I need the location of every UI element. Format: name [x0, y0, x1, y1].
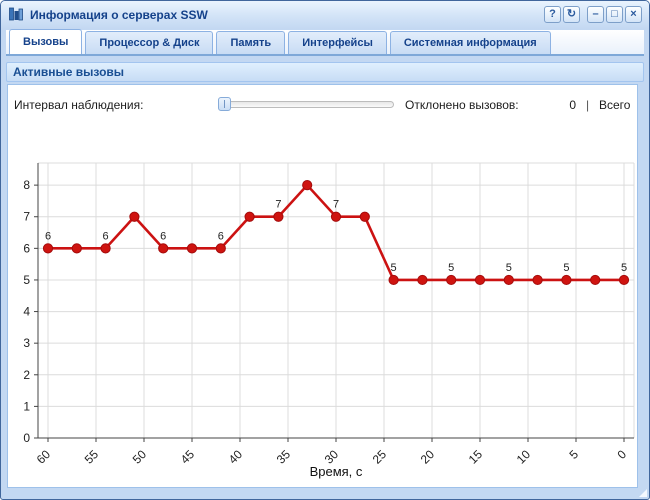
data-point	[618, 274, 630, 286]
tab-calls[interactable]: Вызовы	[9, 29, 83, 54]
data-point	[590, 274, 601, 286]
y-tick-label: 2	[23, 368, 30, 382]
y-tick-label: 5	[23, 273, 30, 287]
x-tick-label: 50	[130, 447, 150, 467]
data-point	[446, 274, 457, 286]
data-point	[561, 274, 572, 286]
y-tick-label: 4	[23, 305, 30, 319]
window-title: Информация о серверах SSW	[30, 8, 208, 22]
tab-system-info[interactable]: Системная информация	[389, 31, 551, 54]
data-point	[158, 243, 169, 254]
point-label: 7	[333, 199, 339, 211]
data-point	[244, 211, 255, 222]
point-label: 6	[45, 230, 51, 242]
data-point	[474, 274, 486, 286]
x-tick-label: 25	[370, 447, 390, 467]
y-tick-label: 0	[23, 431, 30, 445]
titlebar: Информация о серверах SSW ? ↻ – □ ×	[1, 1, 649, 29]
data-point	[532, 274, 543, 286]
rejected-calls-label: Отклонено вызовов:	[405, 98, 519, 112]
window-buttons: ? ↻ – □ ×	[544, 6, 642, 23]
content-area: Интервал наблюдения: Отклонено вызовов: …	[7, 84, 638, 488]
point-label: 5	[448, 262, 454, 274]
bar-chart-icon	[9, 7, 23, 21]
interval-slider-thumb[interactable]	[218, 97, 231, 111]
separator: |	[586, 98, 590, 112]
data-point	[100, 243, 111, 254]
panel-header: Активные вызовы	[6, 62, 644, 82]
maximize-button[interactable]: □	[606, 6, 623, 23]
x-tick-label: 40	[226, 447, 246, 467]
x-tick-label: 20	[418, 447, 438, 467]
x-tick-label: 35	[274, 447, 294, 467]
minimize-button[interactable]: –	[587, 6, 604, 23]
y-tick-label: 3	[23, 336, 30, 350]
close-button[interactable]: ×	[625, 6, 642, 23]
data-point	[417, 274, 428, 286]
resize-handle[interactable]	[639, 489, 647, 497]
point-label: 5	[506, 262, 512, 274]
x-axis-title: Время, с	[310, 464, 363, 479]
x-tick-label: 0	[614, 447, 629, 462]
panel-header-title: Активные вызовы	[13, 65, 125, 79]
data-point	[42, 243, 54, 254]
point-label: 7	[275, 199, 281, 211]
interval-label: Интервал наблюдения:	[14, 98, 144, 112]
y-tick-label: 1	[23, 399, 30, 413]
data-point	[302, 180, 313, 191]
data-point	[330, 211, 342, 222]
x-tick-label: 15	[466, 447, 486, 467]
data-point	[215, 243, 226, 254]
tab-interfaces[interactable]: Интерфейсы	[288, 31, 387, 54]
data-point	[359, 211, 370, 222]
x-tick-label: 5	[566, 447, 581, 462]
point-label: 5	[391, 262, 397, 274]
help-button[interactable]: ?	[544, 6, 561, 23]
data-point	[129, 211, 140, 222]
data-point	[71, 243, 82, 254]
x-tick-label: 10	[514, 447, 534, 467]
data-point	[186, 243, 198, 254]
data-point	[388, 274, 399, 286]
data-point	[273, 211, 284, 222]
x-tick-label: 45	[178, 447, 198, 467]
total-label: Всего	[599, 98, 631, 112]
point-label: 5	[621, 262, 627, 274]
rejected-calls-value: 0	[569, 98, 576, 112]
y-tick-label: 7	[23, 210, 30, 224]
point-label: 6	[103, 230, 109, 242]
x-tick-label: 60	[34, 447, 54, 467]
tab-memory[interactable]: Память	[216, 31, 286, 54]
point-label: 5	[563, 262, 569, 274]
interval-slider-track[interactable]	[219, 101, 394, 108]
x-tick-label: 55	[82, 447, 102, 467]
y-tick-label: 6	[23, 241, 30, 255]
tab-bar: Вызовы Процессор & Диск Память Интерфейс…	[6, 29, 644, 56]
tab-processor-disk[interactable]: Процессор & Диск	[85, 31, 214, 54]
data-point	[503, 274, 514, 286]
point-label: 6	[160, 230, 166, 242]
refresh-button[interactable]: ↻	[563, 6, 580, 23]
point-label: 6	[218, 230, 224, 242]
y-tick-label: 8	[23, 178, 30, 192]
